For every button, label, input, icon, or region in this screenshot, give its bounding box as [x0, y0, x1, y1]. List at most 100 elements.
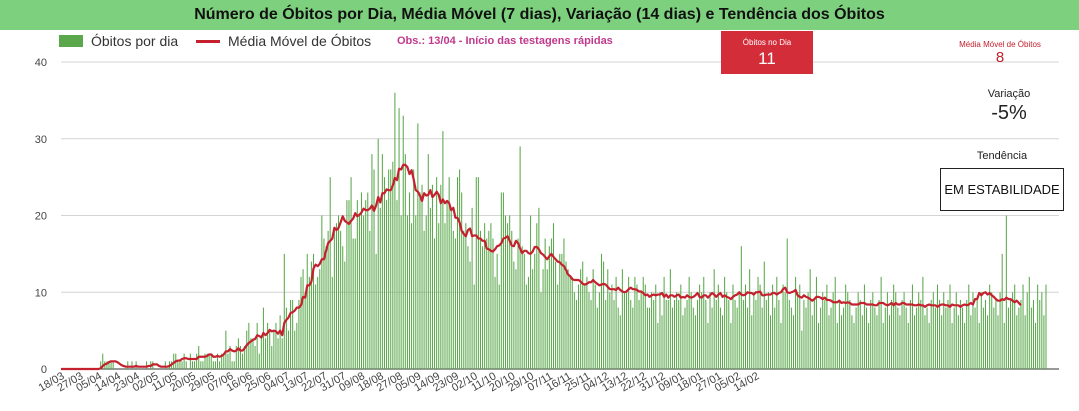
bar: [936, 284, 939, 369]
bar: [776, 276, 778, 369]
bar: [872, 292, 874, 369]
bar: [692, 307, 694, 369]
bar: [327, 230, 329, 369]
bar: [360, 192, 363, 369]
bar: [354, 238, 356, 369]
bar: [285, 307, 287, 369]
bar: [302, 269, 304, 369]
title-bar: Número de Óbitos por Dia, Média Móvel (7…: [0, 0, 1079, 30]
bar: [490, 223, 492, 369]
bar: [185, 361, 187, 369]
bar: [715, 299, 717, 369]
bar: [724, 276, 726, 369]
bar: [907, 322, 909, 369]
line-series: [61, 163, 1022, 371]
bar: [254, 345, 256, 369]
bar: [926, 307, 928, 369]
bar: [482, 246, 484, 369]
bar: [959, 299, 961, 369]
tendencia-value: EM ESTABILIDADE: [944, 182, 1060, 197]
bar: [851, 315, 853, 369]
bar: [477, 177, 479, 369]
bar: [962, 307, 964, 369]
bar: [127, 361, 129, 369]
bar: [797, 292, 799, 369]
bar: [1018, 307, 1020, 369]
bar: [688, 276, 690, 369]
bar: [329, 177, 331, 369]
bar: [344, 261, 346, 369]
y-tick-label: 30: [35, 134, 47, 146]
bar: [429, 207, 431, 369]
bar: [578, 284, 580, 369]
bar: [335, 223, 337, 369]
bar: [738, 292, 740, 369]
bar: [398, 108, 400, 370]
bar: [987, 315, 989, 369]
bar: [352, 238, 354, 369]
bar: [214, 361, 216, 369]
bar: [753, 292, 755, 369]
bar: [732, 284, 734, 369]
bar: [751, 315, 753, 369]
bar: [934, 307, 936, 369]
bar: [582, 261, 584, 369]
bar: [321, 215, 323, 369]
bar: [561, 253, 563, 369]
bar: [588, 292, 590, 369]
bar: [619, 315, 621, 369]
bar: [300, 276, 302, 369]
bar: [943, 292, 945, 369]
bar: [108, 361, 110, 369]
bar: [1022, 284, 1024, 369]
bar: [319, 269, 321, 369]
bar: [861, 315, 863, 369]
bar: [358, 215, 360, 369]
bar: [1016, 315, 1018, 369]
bar: [131, 361, 133, 369]
bar: [534, 253, 536, 369]
bar: [1026, 292, 1028, 369]
bar: [519, 146, 521, 369]
bar: [941, 315, 943, 369]
bar: [957, 315, 959, 369]
bar: [509, 215, 511, 369]
bar: [189, 353, 191, 369]
legend-bars[interactable]: Óbitos por dia: [59, 33, 178, 49]
bar: [600, 253, 603, 369]
bar: [194, 361, 196, 369]
bar: [676, 292, 678, 369]
bar: [648, 307, 651, 369]
bar: [338, 215, 340, 369]
bar: [761, 307, 763, 369]
bar: [467, 246, 469, 369]
bar: [897, 307, 899, 369]
bar: [567, 269, 569, 369]
bar: [995, 299, 997, 369]
media-movel-label: Média Móvel de Óbitos: [959, 40, 1041, 49]
bar: [891, 299, 893, 369]
bar: [563, 238, 565, 369]
tendencia-value-box: EM ESTABILIDADE: [940, 168, 1064, 211]
bar: [383, 177, 385, 369]
bar: [767, 292, 769, 369]
observation-note: Obs.: 13/04 - Início das testagens rápid…: [397, 35, 613, 47]
bar: [204, 353, 206, 369]
bar: [513, 261, 515, 369]
bar: [801, 330, 803, 369]
bar: [824, 299, 826, 369]
bar: [1035, 322, 1037, 369]
bar: [356, 200, 358, 369]
bar: [778, 299, 780, 369]
bar: [379, 207, 381, 369]
bar: [805, 307, 807, 369]
bar: [759, 284, 761, 369]
bar: [836, 322, 838, 369]
bar: [701, 292, 703, 369]
bar: [248, 322, 250, 369]
bar: [173, 353, 175, 369]
bar: [682, 315, 684, 369]
legend-line[interactable]: Média Móvel de Óbitos: [196, 33, 371, 49]
bar: [498, 284, 500, 369]
